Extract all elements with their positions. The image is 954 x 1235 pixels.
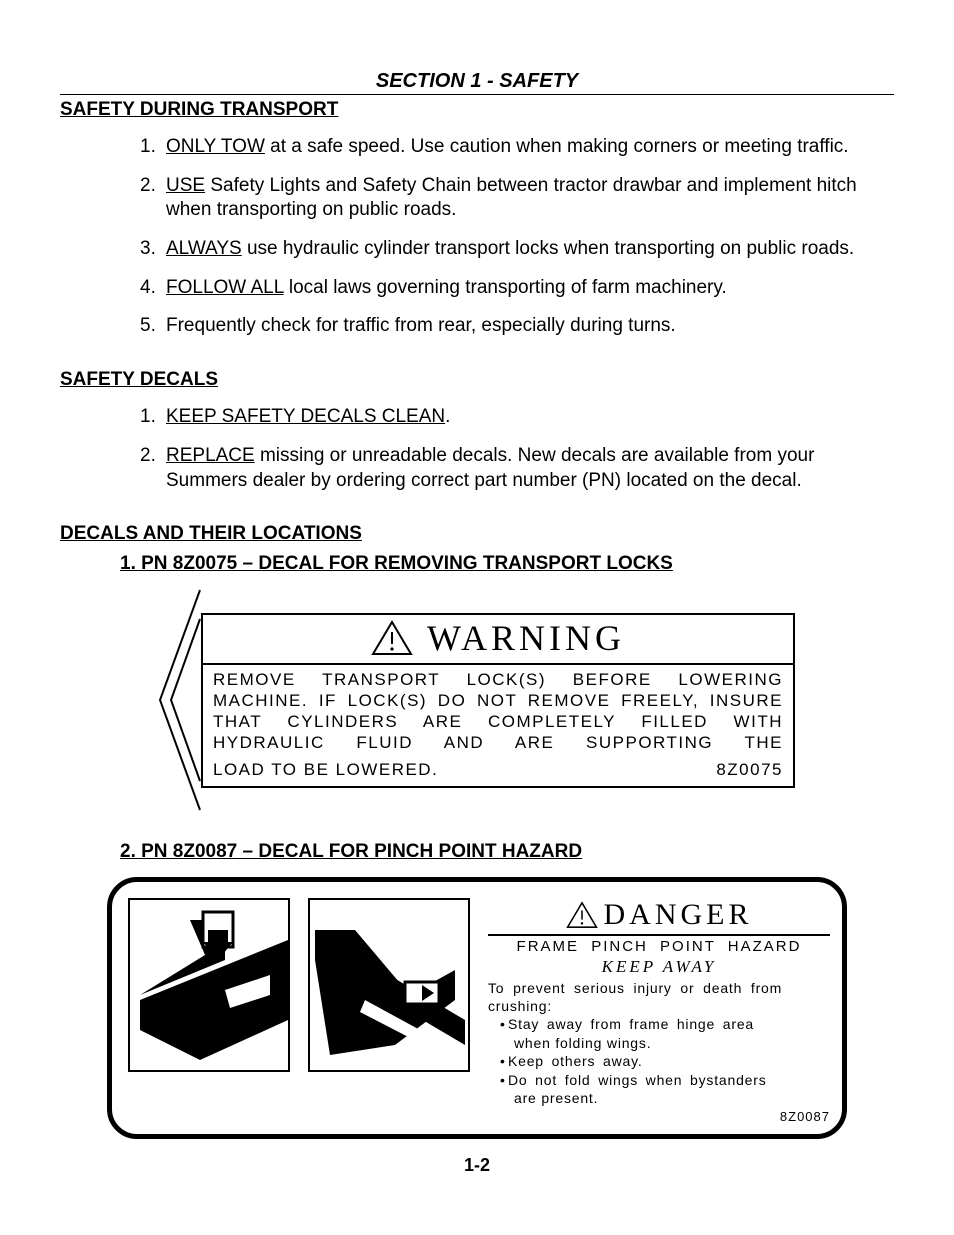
warning-triangle-icon: [371, 620, 413, 656]
decal2-pn: 8Z0087: [488, 1109, 830, 1124]
danger-header: DANGER: [488, 898, 830, 936]
section-header: SECTION 1 - SAFETY: [60, 70, 894, 95]
list-item: FOLLOW ALL local laws governing transpor…: [140, 276, 894, 301]
pinch-hand-down-icon: [130, 900, 288, 1070]
item-text: Safety Lights and Safety Chain between t…: [166, 175, 857, 221]
bullet-cont: are present.: [500, 1090, 830, 1108]
bullet: Stay away from frame hinge area: [500, 1016, 830, 1034]
pinch-hand-side-icon: [310, 900, 468, 1070]
transport-list: ONLY TOW at a safe speed. Use caution wh…: [60, 135, 894, 339]
item-text: .: [445, 406, 450, 427]
lead-term: KEEP SAFETY DECALS CLEAN: [166, 406, 445, 427]
list-item: Frequently check for traffic from rear, …: [140, 314, 894, 339]
decal2-wrap: DANGER FRAME PINCH POINT HAZARD KEEP AWA…: [60, 877, 894, 1139]
danger-word: DANGER: [604, 898, 753, 932]
lead-term: FOLLOW ALL: [166, 277, 284, 298]
bullet: Do not fold wings when bystanders: [500, 1072, 830, 1090]
list-item: ONLY TOW at a safe speed. Use caution wh…: [140, 135, 894, 160]
decal1-lastline: LOAD TO BE LOWERED. 8Z0075: [203, 760, 793, 786]
decal1-lastline-left: LOAD TO BE LOWERED.: [213, 760, 438, 780]
decal1-box: WARNING REMOVE TRANSPORT LOCK(S) BEFORE …: [201, 613, 795, 788]
item-text: missing or unreadable decals. New decals…: [166, 445, 814, 491]
pinch-pictogram-2: [308, 898, 470, 1072]
pinch-pictogram-1: [128, 898, 290, 1072]
heading-decals: SAFETY DECALS: [60, 369, 894, 391]
decal1-pn: 8Z0075: [716, 760, 783, 780]
arrow-left-icon: [159, 589, 201, 811]
item-text: at a safe speed. Use caution when making…: [265, 136, 849, 157]
decal1-wrap: WARNING REMOVE TRANSPORT LOCK(S) BEFORE …: [60, 589, 894, 811]
heading-transport: SAFETY DURING TRANSPORT: [60, 99, 894, 121]
page-number: 1-2: [60, 1155, 894, 1176]
decals-list: KEEP SAFETY DECALS CLEAN. REPLACE missin…: [60, 405, 894, 493]
lead-term: ONLY TOW: [166, 136, 265, 157]
decal2-title: 2. PN 8Z0087 – DECAL FOR PINCH POINT HAZ…: [120, 841, 894, 863]
heading-locations: DECALS AND THEIR LOCATIONS: [60, 523, 894, 545]
decal1: WARNING REMOVE TRANSPORT LOCK(S) BEFORE …: [159, 589, 795, 811]
item-text: use hydraulic cylinder transport locks w…: [242, 238, 855, 259]
list-item: ALWAYS use hydraulic cylinder transport …: [140, 237, 894, 262]
warning-triangle-icon: [566, 901, 598, 929]
bullet-cont: when folding wings.: [500, 1035, 830, 1053]
decal2-text: DANGER FRAME PINCH POINT HAZARD KEEP AWA…: [488, 898, 830, 1124]
list-item: KEEP SAFETY DECALS CLEAN.: [140, 405, 894, 430]
bullet: Keep others away.: [500, 1053, 830, 1071]
lead-term: ALWAYS: [166, 238, 242, 259]
decal2: DANGER FRAME PINCH POINT HAZARD KEEP AWA…: [107, 877, 847, 1139]
danger-h1: FRAME PINCH POINT HAZARD: [488, 938, 830, 955]
lead-term: USE: [166, 175, 205, 196]
warning-word: WARNING: [427, 617, 625, 659]
danger-h2: KEEP AWAY: [488, 957, 830, 977]
decal1-title: 1. PN 8Z0075 – DECAL FOR REMOVING TRANSP…: [120, 553, 894, 575]
decal1-body: REMOVE TRANSPORT LOCK(S) BEFORE LOWERING…: [203, 665, 793, 760]
page: SECTION 1 - SAFETY SAFETY DURING TRANSPO…: [0, 0, 954, 1235]
item-text: Frequently check for traffic from rear, …: [166, 315, 676, 336]
danger-bullets: Stay away from frame hinge area when fol…: [488, 1016, 830, 1108]
lead-term: REPLACE: [166, 445, 255, 466]
danger-lede: To prevent serious injury or death from …: [488, 980, 830, 1015]
list-item: USE Safety Lights and Safety Chain betwe…: [140, 174, 894, 223]
item-text: local laws governing transporting of far…: [284, 277, 727, 298]
list-item: REPLACE missing or unreadable decals. Ne…: [140, 444, 894, 493]
decal1-header: WARNING: [203, 615, 793, 665]
danger-body: To prevent serious injury or death from …: [488, 980, 830, 1108]
